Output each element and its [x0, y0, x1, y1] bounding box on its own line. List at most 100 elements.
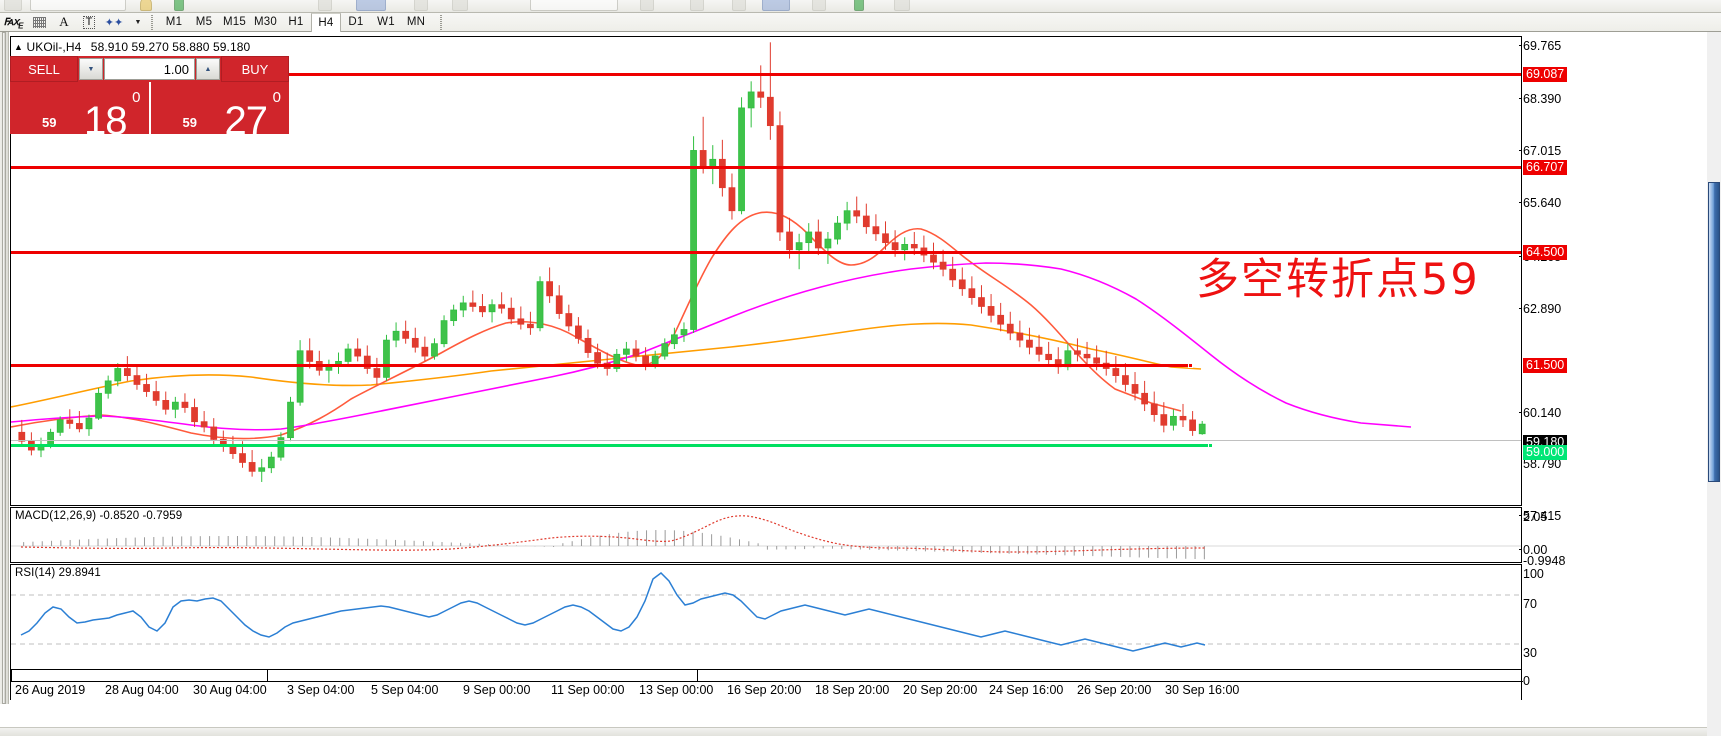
- macd-pane[interactable]: MACD(12,26,9) -0.8520 -0.7959: [10, 507, 1522, 563]
- price-tag-61500[interactable]: 61.500: [1523, 358, 1568, 373]
- sell-button[interactable]: SELL: [10, 56, 78, 82]
- toolbar-ghost-folder-icon[interactable]: [140, 0, 152, 11]
- tick-label: 0.00: [1523, 543, 1548, 557]
- sell-price-display[interactable]: 59 18 0: [10, 82, 149, 134]
- tab-timeframe-m30[interactable]: M30: [250, 13, 281, 32]
- tab-timeframe-d1[interactable]: D1: [341, 13, 371, 32]
- time-axis[interactable]: 26 Aug 2019 28 Aug 04:00 30 Aug 04:00 3 …: [10, 670, 1523, 700]
- time-axis-label: 30 Aug 04:00: [193, 683, 267, 697]
- volume-stepper[interactable]: ▼ 1.00 ▲: [78, 56, 221, 82]
- tick-label: 68.390: [1523, 92, 1562, 106]
- indicators-icon[interactable]: ℻E: [3, 13, 24, 31]
- tab-timeframe-w1[interactable]: W1: [371, 13, 401, 32]
- text-label-icon[interactable]: T: [76, 13, 102, 32]
- price-tag-59000[interactable]: 59.000: [1523, 445, 1568, 460]
- symbol-name: UKOil-,H4: [26, 40, 82, 54]
- toolbar-ghost-icon[interactable]: [318, 0, 332, 11]
- buy-button[interactable]: BUY: [221, 56, 289, 82]
- resistance-line-66707[interactable]: [11, 166, 1521, 169]
- support-line-59000[interactable]: [11, 443, 1213, 448]
- toolbar-ghost-combo[interactable]: [30, 0, 126, 11]
- toolbar-separator: [149, 13, 154, 32]
- toolbar-ghost-icon[interactable]: [640, 0, 654, 11]
- resistance-line-61500[interactable]: [11, 363, 1193, 368]
- chart-annotation: 多空转折点59: [1196, 255, 1480, 305]
- price-plot: [11, 37, 1521, 505]
- tab-timeframe-h4[interactable]: H4: [310, 12, 341, 32]
- objects-icon[interactable]: ✦✦: [104, 16, 124, 29]
- price-axis[interactable]: 69.765 68.390 67.015 65.640 64.205 62.89…: [1519, 36, 1709, 688]
- macd-svg: [11, 515, 1521, 560]
- timeframe-label: M15: [223, 16, 246, 28]
- volume-input[interactable]: 1.00: [104, 58, 195, 80]
- text-icon[interactable]: A: [59, 14, 69, 29]
- time-axis-label: 18 Sep 20:00: [815, 683, 890, 697]
- price-axis-tick: 57.415: [1519, 510, 1561, 523]
- buy-price-display[interactable]: 59 27 0: [150, 82, 289, 134]
- price-tag-66707[interactable]: 66.707: [1523, 160, 1568, 175]
- volume-decrease-button[interactable]: ▼: [79, 58, 103, 80]
- tab-timeframe-m15[interactable]: M15: [219, 13, 250, 32]
- chart-toolbar: ℻E A T ✦✦ ▼ M1 M5 M15 M30 H1 H4 D1 W1 MN: [0, 12, 1721, 32]
- tick-label: 30: [1523, 646, 1537, 660]
- time-axis-label: 9 Sep 00:00: [463, 683, 531, 697]
- toolbar-ghost-icon[interactable]: [690, 0, 704, 11]
- rsi-pane[interactable]: RSI(14) 29.8941: [10, 564, 1522, 670]
- toolbar-ghost-icon[interactable]: [894, 0, 910, 11]
- toolbar-ghost-green-icon[interactable]: [174, 0, 184, 11]
- resistance-line-69087[interactable]: [11, 73, 1521, 76]
- toolbar-ghost-icon[interactable]: [452, 0, 468, 11]
- grid-icon[interactable]: [26, 13, 52, 32]
- tab-timeframe-mn[interactable]: MN: [401, 13, 431, 32]
- tab-timeframe-h1[interactable]: H1: [281, 13, 311, 32]
- one-click-trading-panel[interactable]: SELL ▼ 1.00 ▲ BUY 59 18 0 59 27 0: [10, 56, 289, 134]
- chart-left-scroll-gutter[interactable]: [0, 32, 9, 704]
- buy-price-fraction: 0: [272, 89, 281, 106]
- candlestick-series: [18, 42, 1206, 482]
- toolbar-ghost-icon[interactable]: [762, 0, 790, 11]
- toolbar-ghost-combo[interactable]: [530, 0, 618, 11]
- rsi-axis-tick: 70: [1523, 598, 1537, 611]
- tab-timeframe-m5[interactable]: M5: [189, 13, 219, 32]
- rsi-axis-tick: 0: [1523, 675, 1530, 688]
- toolbar-ghost-icon[interactable]: [4, 0, 22, 11]
- timeframe-label: W1: [377, 16, 395, 28]
- toolbar-ghost-icon[interactable]: [812, 0, 826, 11]
- line-drag-handle[interactable]: [1208, 443, 1213, 448]
- timeframe-label: H1: [288, 16, 304, 28]
- price-tag-69087[interactable]: 69.087: [1523, 67, 1568, 82]
- ma-magenta-line: [11, 262, 1412, 431]
- price-axis-tick: 62.890: [1519, 302, 1562, 316]
- vertical-scrollbar[interactable]: [1707, 32, 1721, 736]
- scrollbar-thumb[interactable]: [1708, 182, 1720, 482]
- time-axis-tick: [267, 670, 268, 681]
- price-axis-tick: 65.640: [1519, 197, 1561, 210]
- toolbar-ghost-green-icon[interactable]: [854, 0, 864, 11]
- objects-dropdown-caret[interactable]: ▼: [126, 13, 149, 32]
- sell-price-prefix: 59: [42, 115, 57, 130]
- trade-panel-prices-row: 59 18 0 59 27 0: [10, 82, 289, 134]
- trade-panel-controls-row: SELL ▼ 1.00 ▲ BUY: [10, 56, 289, 82]
- time-axis-label: 30 Sep 16:00: [1165, 683, 1240, 697]
- price-tag-64500[interactable]: 64.500: [1523, 245, 1568, 260]
- horizontal-scrollbar[interactable]: [0, 727, 1707, 736]
- line-drag-handle[interactable]: [1188, 363, 1193, 368]
- time-axis-label: 28 Aug 04:00: [105, 683, 179, 697]
- time-axis-tick: [11, 670, 12, 681]
- toolbar-ghost-icon[interactable]: [414, 0, 428, 11]
- time-axis-label: 11 Sep 00:00: [551, 683, 625, 697]
- toolbar-ghost-icon[interactable]: [732, 0, 746, 11]
- toolbar-ghost-icon[interactable]: [356, 0, 386, 11]
- macd-axis-tick: 2.05: [1523, 511, 1547, 524]
- macd-plot: [11, 508, 1521, 562]
- collapse-triangle-icon[interactable]: ▲: [14, 42, 24, 52]
- timeframe-label: M5: [195, 16, 213, 28]
- tick-label: 70: [1523, 597, 1537, 611]
- resistance-line-64500[interactable]: [11, 251, 1521, 254]
- chart-symbol-label: ▲ UKOil-,H4 58.910 59.270 58.880 59.180: [14, 40, 250, 54]
- timeframe-label: D1: [348, 16, 364, 28]
- volume-increase-button[interactable]: ▲: [196, 58, 220, 80]
- tab-timeframe-m1[interactable]: M1: [159, 13, 189, 32]
- chart-area[interactable]: 多空转折点59 ▲ UKOil-,H4 58.910 59.270 58.880…: [0, 32, 1721, 736]
- tick-label: 62.890: [1523, 302, 1562, 316]
